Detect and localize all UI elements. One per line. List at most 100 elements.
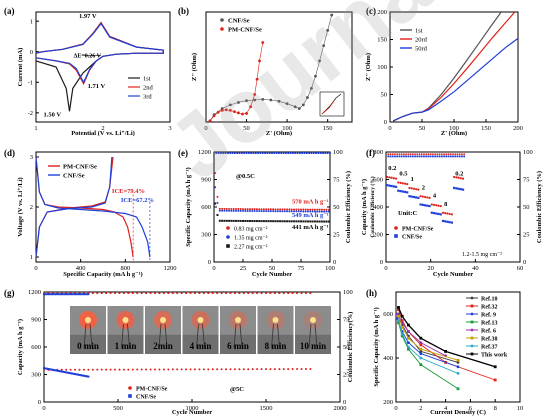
ce-point xyxy=(245,152,248,154)
capacity-point xyxy=(145,368,148,371)
ce-point xyxy=(394,153,396,156)
x-tick-label: 1 xyxy=(34,125,37,132)
capacity-point xyxy=(262,210,265,213)
ce-point xyxy=(100,292,103,295)
x-tick-label: 50 xyxy=(243,125,250,132)
capacity-point xyxy=(265,210,268,213)
capacity-point xyxy=(136,368,139,371)
annotation-delta-e: ΔE=0.26 V xyxy=(74,54,102,60)
ce-point xyxy=(48,293,51,296)
ce-point xyxy=(440,153,443,156)
ce-point xyxy=(391,153,394,156)
photo-time-label: 10 min xyxy=(300,341,326,351)
capacity-point xyxy=(258,208,261,211)
capacity-point xyxy=(272,208,275,211)
capacity-point xyxy=(253,210,256,213)
led-lead xyxy=(158,323,162,349)
ce-point xyxy=(405,153,407,156)
ce-point xyxy=(436,153,439,156)
panel-letter: (d) xyxy=(4,148,15,158)
capacity-point xyxy=(313,210,316,213)
capacity-point xyxy=(239,219,242,222)
capacity-point xyxy=(235,219,238,222)
capacity-point xyxy=(214,186,217,189)
led-photo xyxy=(145,306,181,354)
ce-point xyxy=(407,153,410,156)
ce-point xyxy=(82,293,85,296)
capacity-point xyxy=(75,373,78,376)
capacity-point xyxy=(47,368,50,370)
legend-marker xyxy=(470,296,474,300)
ce-point xyxy=(176,292,179,295)
eis-point xyxy=(326,28,330,32)
ref-point xyxy=(397,308,400,311)
capacity-point xyxy=(228,207,231,210)
x-tick-label: 50 xyxy=(269,265,276,272)
capacity-point xyxy=(251,209,254,212)
x-axis-label: Cycle Number xyxy=(252,271,292,278)
capacity-point xyxy=(288,208,291,211)
y-axis-label: Capacity (mA h g⁻¹) xyxy=(361,179,368,235)
ce-point xyxy=(391,155,394,158)
ce-point xyxy=(217,152,220,154)
capacity-point xyxy=(279,210,282,213)
ce-point xyxy=(140,292,143,295)
eis-point xyxy=(261,97,265,101)
y-tick-label: 800 xyxy=(373,149,383,156)
ce-point xyxy=(282,152,285,154)
ce-point xyxy=(300,292,303,295)
ce-point xyxy=(425,155,428,158)
rate-point xyxy=(446,220,449,223)
led-core-icon xyxy=(160,317,166,323)
ref-point xyxy=(419,336,423,340)
x-tick-label: 2000 xyxy=(334,405,347,412)
ref-point xyxy=(407,323,410,327)
led-photo xyxy=(220,306,256,354)
ce-point xyxy=(303,152,306,154)
capacity-point xyxy=(202,368,205,371)
capacity-point xyxy=(131,368,134,371)
ce-point xyxy=(304,292,307,295)
legend-marker xyxy=(470,336,474,340)
capacity-point xyxy=(72,372,75,375)
rate-point xyxy=(455,187,458,190)
photo-floor xyxy=(70,334,106,354)
capacity-point xyxy=(50,368,53,371)
capacity-point xyxy=(235,208,238,211)
ce-point xyxy=(231,152,234,154)
legend-marker xyxy=(128,394,132,398)
capacity-point xyxy=(251,208,254,211)
capacity-point xyxy=(293,220,296,223)
panel-letter: (f) xyxy=(366,148,375,158)
led-lead xyxy=(233,323,237,349)
ce-point xyxy=(420,155,423,158)
capacity-point xyxy=(225,209,228,212)
rate-point xyxy=(390,176,393,179)
rate-point xyxy=(401,182,404,185)
ce-point xyxy=(207,292,210,295)
capacity-point xyxy=(262,208,265,211)
capacity-point xyxy=(242,208,244,211)
x-tick-label: 2 xyxy=(419,405,422,412)
ce-point xyxy=(398,153,401,156)
ce-point xyxy=(122,292,125,295)
x-tick-label: 150 xyxy=(323,125,333,132)
capacity-point xyxy=(81,374,84,377)
ref-point xyxy=(397,314,400,318)
capacity-point xyxy=(154,368,156,371)
y-tick-label: 100 xyxy=(343,289,353,296)
capacity-point xyxy=(242,209,244,212)
ce-point xyxy=(273,152,276,154)
capacity-point xyxy=(290,220,293,223)
ce-point xyxy=(53,293,56,296)
rate-point xyxy=(450,213,453,216)
capacity-point xyxy=(325,220,328,223)
capacity-point xyxy=(300,368,303,371)
x-tick-label: 6 xyxy=(469,405,473,412)
plot-frame xyxy=(213,151,331,263)
capacity-point xyxy=(78,368,81,371)
eis-cycle-20rd xyxy=(392,12,516,122)
capacity-point xyxy=(320,208,323,211)
gcd-curve-3 xyxy=(35,156,113,258)
ce-point xyxy=(43,293,45,296)
